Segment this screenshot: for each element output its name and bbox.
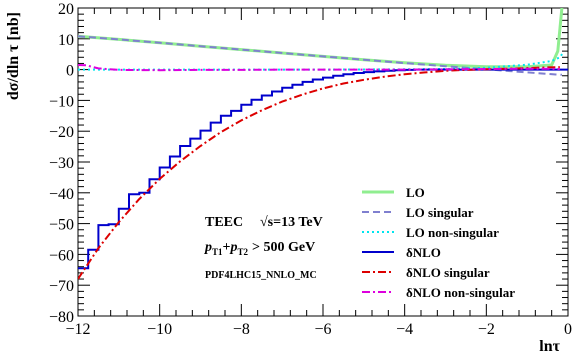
legend-label: LO non-singular [406, 225, 499, 240]
x-tick-label: −12 [65, 321, 90, 338]
legend-label: δNLO non-singular [406, 285, 515, 300]
y-tick-label: −20 [49, 124, 74, 141]
x-tick-label: 0 [564, 321, 572, 338]
y-tick-label: −50 [49, 217, 74, 234]
series-line-5 [78, 64, 560, 72]
y-tick-label: 0 [66, 63, 74, 80]
series-line-0 [78, 8, 564, 69]
annotation-energy: √s=13 TeV [260, 215, 323, 230]
annotation-cut: pT1+pT2 > 500 GeV [204, 240, 315, 257]
annotation-process: TEEC [205, 215, 243, 230]
y-tick-label: −40 [49, 186, 74, 203]
cut-sub2: T2 [238, 247, 249, 257]
legend-label: LO [406, 185, 425, 200]
x-axis: −12 −10 −8 −6 −4 −2 0 [65, 8, 572, 338]
annotation-block: TEEC √s=13 TeV pT1+pT2 > 500 GeV PDF4LHC1… [204, 215, 323, 281]
legend-label: δNLO [406, 245, 441, 260]
series-line-1 [78, 35, 562, 76]
y-tick-label: −30 [49, 155, 74, 172]
x-tick-label: −8 [233, 321, 250, 338]
y-tick-label: −80 [49, 309, 74, 326]
series-line-4 [78, 66, 560, 280]
legend-label: LO singular [406, 205, 474, 220]
cut-pt2: p [230, 240, 238, 255]
plot-frame [77, 7, 569, 317]
cut-value: > 500 GeV [252, 240, 315, 255]
cut-sub1: T1 [212, 247, 223, 257]
y-tick-label: −70 [49, 278, 74, 295]
cut-pt1: p [204, 240, 212, 255]
x-tick-label: −10 [147, 321, 172, 338]
x-axis-label: lnτ [539, 338, 560, 355]
x-tick-label: −6 [314, 321, 331, 338]
series-line-2 [78, 52, 564, 71]
y-tick-label: 20 [58, 1, 74, 18]
y-tick-label: −60 [49, 247, 74, 264]
legend: LO LO singular LO non-singular δNLO δNLO sin… [362, 185, 515, 300]
x-tick-label: −4 [396, 321, 413, 338]
cut-plus: + [223, 240, 231, 255]
legend-label: δNLO singular [406, 265, 490, 280]
annotation-pdf: PDF4LHC15_NNLO_MC [205, 270, 317, 281]
x-tick-label: −2 [478, 321, 495, 338]
y-tick-label: 10 [58, 32, 74, 49]
series-group [78, 8, 568, 280]
y-axis-label: dσ/dln τ [nb] [5, 12, 22, 100]
y-tick-label: −10 [49, 93, 74, 110]
